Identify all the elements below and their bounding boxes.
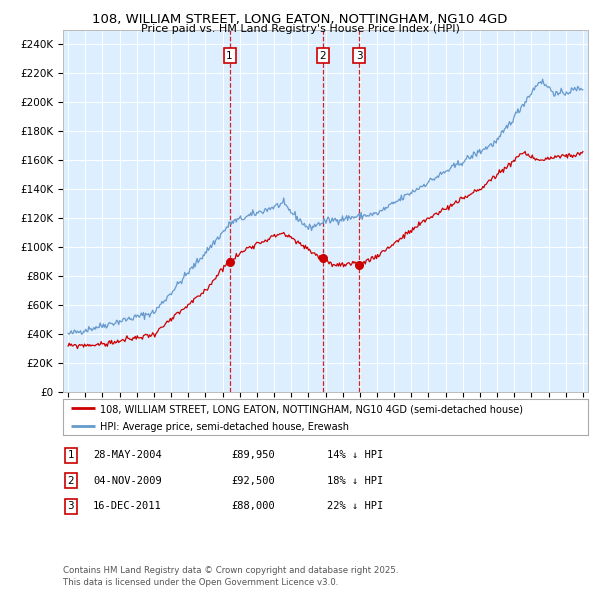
Text: 1: 1 (226, 51, 233, 61)
Text: 2: 2 (319, 51, 326, 61)
Text: 2: 2 (67, 476, 74, 486)
Text: 22% ↓ HPI: 22% ↓ HPI (327, 502, 383, 511)
Text: £88,000: £88,000 (231, 502, 275, 511)
Text: £89,950: £89,950 (231, 451, 275, 460)
Text: 3: 3 (67, 502, 74, 511)
Text: 04-NOV-2009: 04-NOV-2009 (93, 476, 162, 486)
Text: 18% ↓ HPI: 18% ↓ HPI (327, 476, 383, 486)
Text: 16-DEC-2011: 16-DEC-2011 (93, 502, 162, 511)
Text: 14% ↓ HPI: 14% ↓ HPI (327, 451, 383, 460)
Text: HPI: Average price, semi-detached house, Erewash: HPI: Average price, semi-detached house,… (100, 422, 349, 432)
Text: 1: 1 (67, 451, 74, 460)
Text: £92,500: £92,500 (231, 476, 275, 486)
Text: Price paid vs. HM Land Registry's House Price Index (HPI): Price paid vs. HM Land Registry's House … (140, 24, 460, 34)
Text: 108, WILLIAM STREET, LONG EATON, NOTTINGHAM, NG10 4GD: 108, WILLIAM STREET, LONG EATON, NOTTING… (92, 13, 508, 26)
Text: 108, WILLIAM STREET, LONG EATON, NOTTINGHAM, NG10 4GD (semi-detached house): 108, WILLIAM STREET, LONG EATON, NOTTING… (100, 404, 523, 414)
Text: 28-MAY-2004: 28-MAY-2004 (93, 451, 162, 460)
Text: Contains HM Land Registry data © Crown copyright and database right 2025.
This d: Contains HM Land Registry data © Crown c… (63, 566, 398, 587)
Text: 3: 3 (356, 51, 362, 61)
